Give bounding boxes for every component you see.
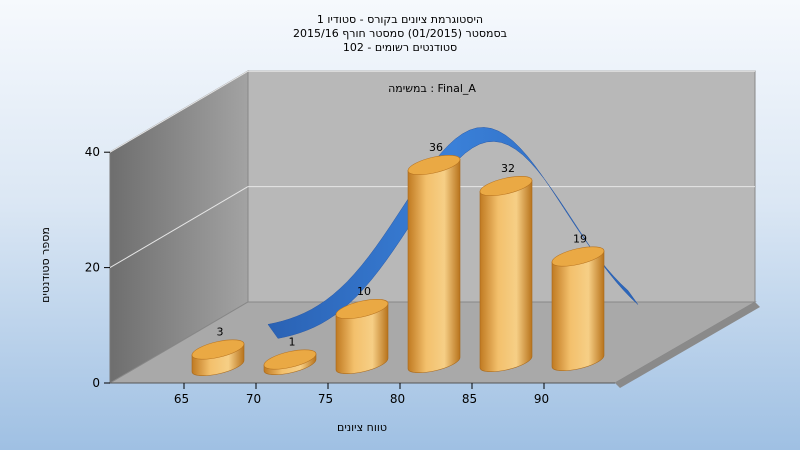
y-axis: 0 20 40 xyxy=(85,145,110,390)
bar-body xyxy=(551,250,605,372)
x-tick-label: 65 xyxy=(174,392,189,406)
chart-title-line-3: 102 - סטודנטים רשומים xyxy=(343,41,457,54)
y-tick-label: 0 xyxy=(92,376,100,390)
value-label: 1 xyxy=(289,336,296,349)
value-labels: 3 1 10 36 32 19 xyxy=(217,141,588,349)
bar xyxy=(263,349,317,376)
value-label: 19 xyxy=(573,233,587,246)
normal-curve xyxy=(267,127,639,339)
x-axis-label: טווח ציונים xyxy=(337,421,387,434)
bar-body xyxy=(479,180,533,373)
bar-body xyxy=(335,303,389,375)
value-label: 32 xyxy=(501,162,515,175)
gridline-side xyxy=(109,70,249,153)
bar-top xyxy=(335,298,389,320)
y-axis-label: מספר סטודנטים xyxy=(39,227,52,303)
floor-edge xyxy=(615,302,760,388)
bar xyxy=(479,175,533,373)
bar-top xyxy=(191,339,245,360)
x-tick-label: 90 xyxy=(534,392,549,406)
bar-top xyxy=(551,246,605,267)
bar-body xyxy=(407,159,461,374)
y-tick-label: 20 xyxy=(85,261,100,275)
bar-top xyxy=(263,349,317,370)
gridline-side xyxy=(109,186,249,269)
x-axis: 65 70 75 80 85 90 xyxy=(174,383,549,406)
task-label: במשימה : Final_A xyxy=(388,82,476,95)
bar-top xyxy=(407,154,461,176)
bar-top xyxy=(479,175,533,197)
x-tick-label: 75 xyxy=(318,392,333,406)
x-tick-label: 70 xyxy=(246,392,261,406)
y-tick-label: 40 xyxy=(85,145,100,159)
value-label: 10 xyxy=(357,285,371,298)
bar xyxy=(335,298,389,375)
bar xyxy=(551,246,605,372)
x-tick-label: 85 xyxy=(462,392,477,406)
bar xyxy=(407,154,461,374)
value-label: 3 xyxy=(217,326,224,339)
x-tick-label: 80 xyxy=(390,392,405,406)
chart-title-line-1: היסטוגרמת ציונים בקורס - סטודיו 1 xyxy=(317,13,483,26)
bar xyxy=(191,339,245,377)
bars xyxy=(191,154,605,377)
chart-title-line-2: בסמסטר (01/2015) סמסטר חורף 2015/16 xyxy=(293,27,507,40)
value-label: 36 xyxy=(429,141,443,154)
